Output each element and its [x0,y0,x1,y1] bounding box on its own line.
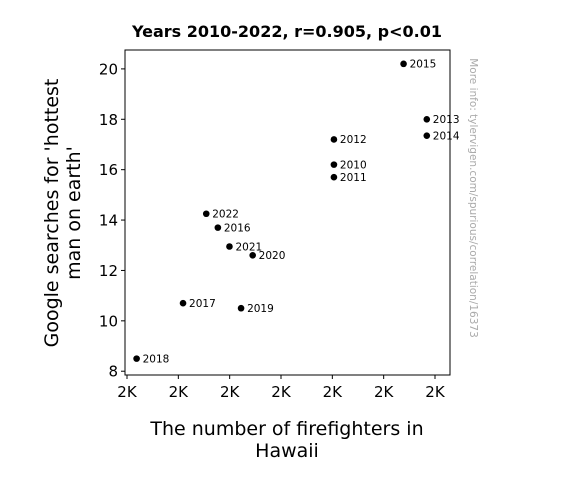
y-tick-label: 18 [99,111,118,129]
plot-area [124,49,451,376]
x-tick-label: 2K [374,383,395,401]
x-axis-label-line-2: Hawaii [255,440,319,462]
point-label: 2020 [259,250,286,262]
data-point [237,304,245,312]
data-point [202,210,210,218]
data-point [423,115,431,123]
x-tick-label: 2K [117,383,138,401]
y-tick-label: 20 [99,60,118,78]
y-tick-label: 16 [99,161,118,179]
data-point [330,161,338,168]
point-label: 2010 [340,159,367,171]
point-label: 2021 [235,241,262,253]
point-label: 2022 [212,209,239,221]
x-axis: 2K 2K 2K 2K 2K 2K 2K [117,375,446,401]
x-tick-label: 2K [271,383,292,401]
x-axis-label-line-1: The number of firefighters in [149,418,423,440]
y-axis-label-line-1: Google searches for 'hottest [41,79,63,348]
y-tick-label: 8 [108,363,118,381]
data-point [423,132,431,139]
point-label: 2015 [410,59,437,71]
y-tick-label: 14 [99,212,118,230]
point-label: 2013 [433,114,460,126]
point-label: 2018 [143,353,170,365]
y-axis-label-line-2: man on earth' [63,146,85,280]
data-point [330,173,338,181]
x-tick-label: 2K [425,383,446,401]
point-label: 2017 [189,298,216,310]
x-tick-label: 2K [169,383,190,401]
data-point [249,252,256,259]
data-point [400,60,407,68]
point-label: 2016 [224,222,251,234]
watermark: More info: tylervigen.com/spurious/corre… [467,58,479,338]
data-point [179,299,187,307]
x-tick-label: 2K [220,383,241,401]
y-tick-label: 10 [99,312,118,330]
point-label: 2019 [247,303,274,315]
point-label: 2014 [433,130,460,142]
data-point [214,224,222,231]
point-label: 2012 [340,134,367,146]
data-point [133,355,140,362]
y-tick-label: 12 [99,262,118,280]
x-tick-label: 2K [323,383,344,401]
data-point [226,243,233,250]
data-point [330,136,338,143]
point-label: 2011 [340,172,367,184]
chart-title: Years 2010-2022, r=0.905, p<0.01 [131,22,442,41]
y-axis: 8 10 12 14 16 18 20 [99,60,125,381]
